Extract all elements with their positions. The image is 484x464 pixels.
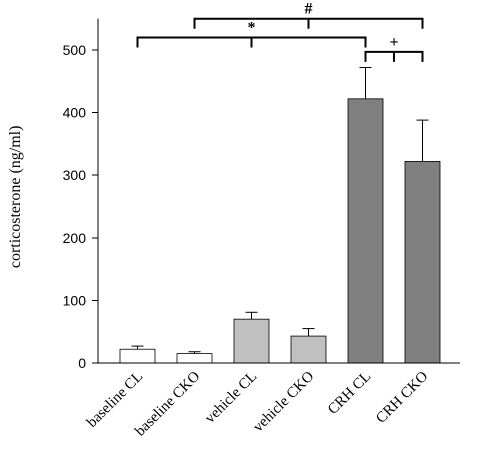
y-tick-label: 100 [63,292,87,308]
y-tick-label: 200 [63,230,87,246]
y-tick-label: 0 [78,355,86,371]
significance-bracket [364,50,424,62]
significance-bracket [193,17,424,29]
bar [404,161,441,364]
significance-symbol: + [389,34,398,51]
bar [233,318,270,364]
x-category-label: vehicle CL [202,369,260,427]
bars-group [119,67,441,364]
y-ticks-group: 0 100 200 300 400 500 [63,42,98,371]
y-axis-label: corticosterone (ng/ml) [7,126,24,269]
x-category-label: vehicle CKO [250,368,317,435]
bar [176,353,213,364]
y-tick-label: 500 [63,42,87,58]
y-tick-label: 300 [63,167,87,183]
significance-bracket [136,36,367,48]
axes-group [97,18,460,364]
significance-symbol: # [305,1,313,18]
significance-annotations: # * + [136,1,424,62]
significance-symbol: * [248,19,256,36]
x-category-label: CRH CL [325,369,374,418]
x-category-label: baseline CL [84,369,146,431]
x-category-label: CRH CKO [373,368,431,426]
bar [347,98,384,364]
y-tick-label: 400 [63,105,87,121]
bar [119,348,156,364]
bar [290,335,327,364]
